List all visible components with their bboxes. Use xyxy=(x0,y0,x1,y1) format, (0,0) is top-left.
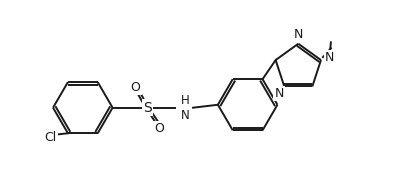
Text: N: N xyxy=(274,87,284,100)
Text: Cl: Cl xyxy=(44,131,56,144)
Text: N: N xyxy=(325,51,334,64)
Text: O: O xyxy=(131,80,140,93)
Text: N: N xyxy=(294,28,303,41)
Text: H
N: H N xyxy=(181,94,189,122)
Text: S: S xyxy=(143,101,152,115)
Text: O: O xyxy=(154,122,164,135)
